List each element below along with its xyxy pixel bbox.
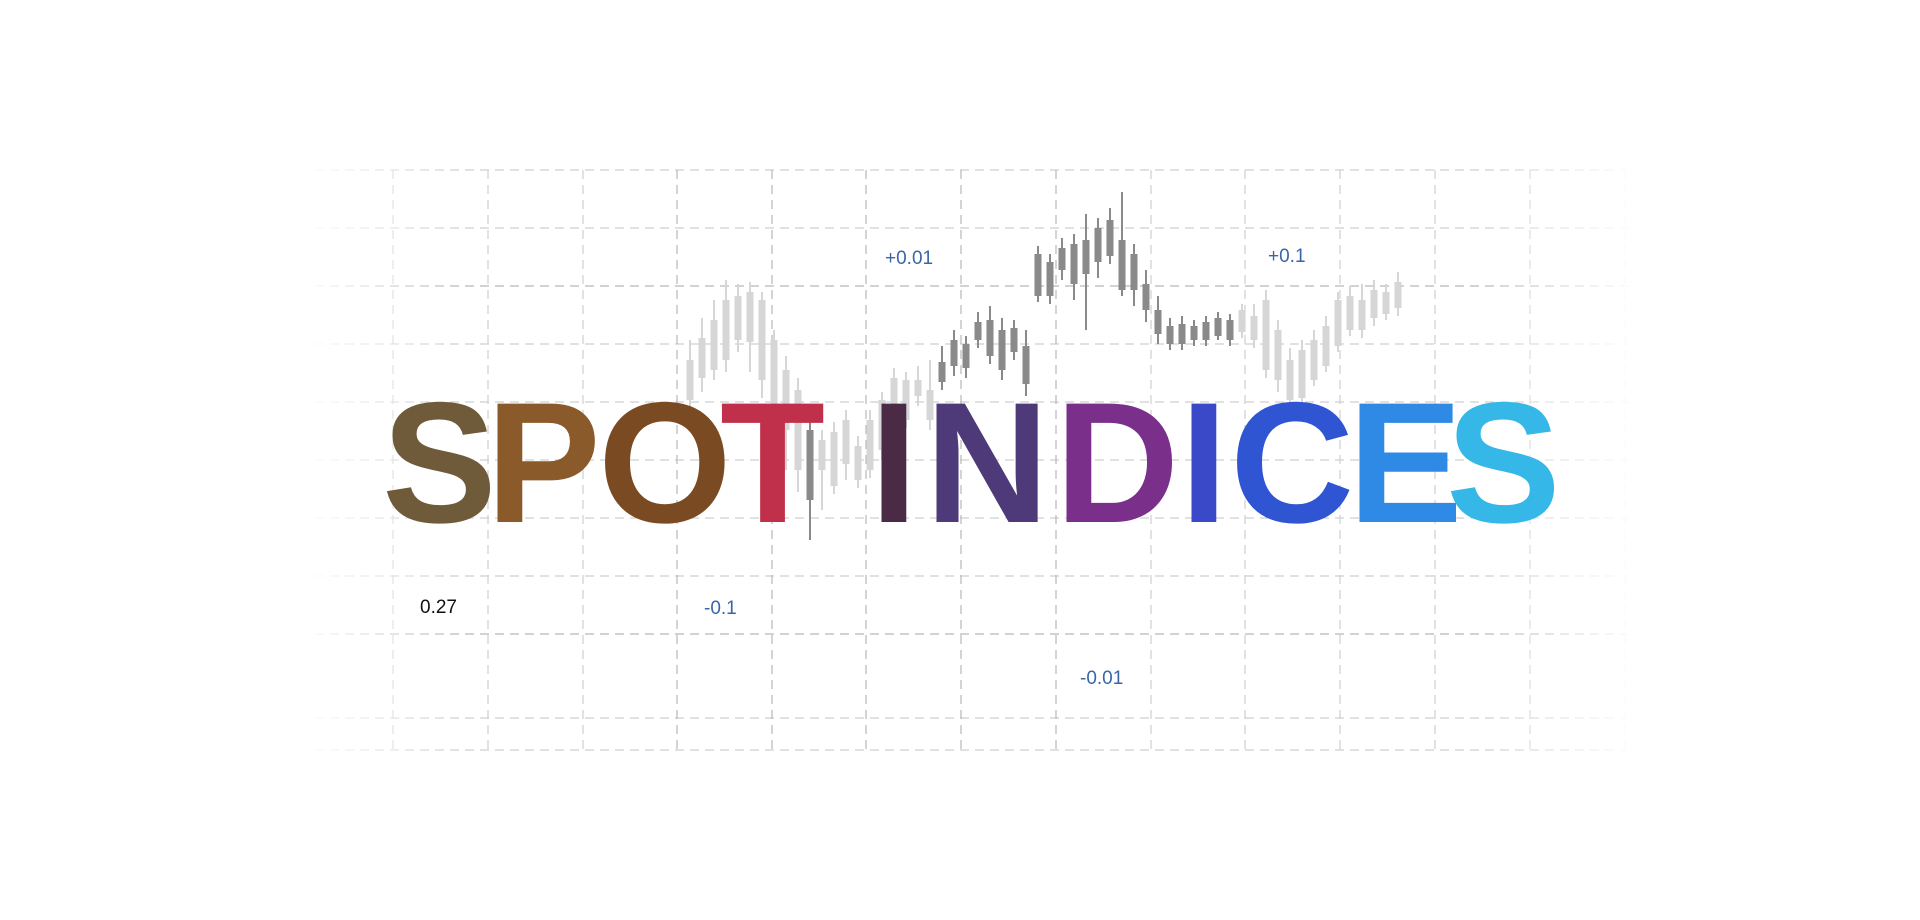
headline-letter: C [1230,367,1354,559]
candle-body [806,430,814,500]
candle-body [950,340,958,366]
candle-body [746,292,754,342]
candle-body [926,390,934,420]
candle-body [1106,220,1114,256]
candle-body [722,300,730,360]
candle-body [1298,350,1306,398]
candle-body [974,322,982,340]
candle-body [998,330,1006,370]
headline-letter: D [1055,367,1179,559]
candle-body [902,380,910,420]
candle-body [1202,322,1210,340]
candle-body [1214,318,1222,336]
candle-body [938,362,946,382]
candle-body [1274,330,1282,380]
candle-body [1166,326,1174,344]
candle-body [1154,310,1162,334]
headline-letter: S [382,367,497,559]
value-labels: +0.01 +0.1 0.27 -0.1 -0.01 [420,246,1306,689]
grid-vertical-lines [392,170,1626,750]
candle-body [1094,228,1102,262]
candle-body [962,344,970,368]
candle-body [866,420,874,470]
candle-body [1142,284,1150,310]
candle-body [842,420,850,464]
headline-word-indices: I N D I C E S [870,367,1561,559]
candle-body [734,296,742,340]
candle-body [1010,328,1018,352]
headline-title: S P O T I N D I C E S [382,367,1561,559]
candle-body [1346,296,1354,330]
candle-body [1262,300,1270,370]
candle-body [1022,346,1030,384]
grid-horizontal-lines [300,169,1640,751]
candle-body [878,400,886,450]
candle-body [1178,324,1186,344]
candle-body [1238,310,1246,332]
headline-letter: O [598,367,732,559]
candle-body [914,380,922,396]
headline-letter: P [486,367,601,559]
candle-body [1382,292,1390,314]
candle-body [818,440,826,470]
candle-body [1322,326,1330,366]
candle-body [1118,240,1126,290]
candlestick-pattern [686,192,1402,540]
candle-body [1226,320,1234,340]
candle-body [782,370,790,430]
headline-word-spot: S P O T [382,367,825,559]
candle-body [794,390,802,470]
candle-body [1250,316,1258,340]
candle-body [1130,254,1138,290]
candle-body [1310,340,1318,380]
candle-body [710,320,718,370]
headline-letter: N [925,367,1049,559]
headline-letter: I [1180,367,1228,559]
candle-body [854,446,862,480]
headline-letter: I [870,367,918,559]
candle-body [1394,282,1402,308]
candle-body [1070,244,1078,284]
value-label-plus-001: +0.01 [885,248,933,269]
candle-body [686,360,694,400]
value-label-plus-01: +0.1 [1268,246,1306,267]
candle-body [890,378,898,420]
candle-body [1286,360,1294,400]
candle-body [1370,290,1378,318]
candle-body [758,300,766,380]
candle-body [698,338,706,378]
candle-body [1058,248,1066,270]
value-label-027: 0.27 [420,597,457,618]
candle-body [1046,262,1054,296]
candle-body [986,320,994,356]
headline-letter: T [720,367,825,559]
value-label-minus-01: -0.1 [704,598,737,619]
candle-body [1334,300,1342,346]
candle-body [1358,300,1366,330]
headline-letter: S [1446,367,1561,559]
candle-body [770,340,778,420]
candle-body [1082,240,1090,274]
candle-body [1190,326,1198,340]
background-grid [300,169,1640,751]
value-label-minus-001: -0.01 [1080,668,1123,689]
candle-body [1034,254,1042,296]
candle-body [830,432,838,486]
headline-letter: E [1348,367,1463,559]
